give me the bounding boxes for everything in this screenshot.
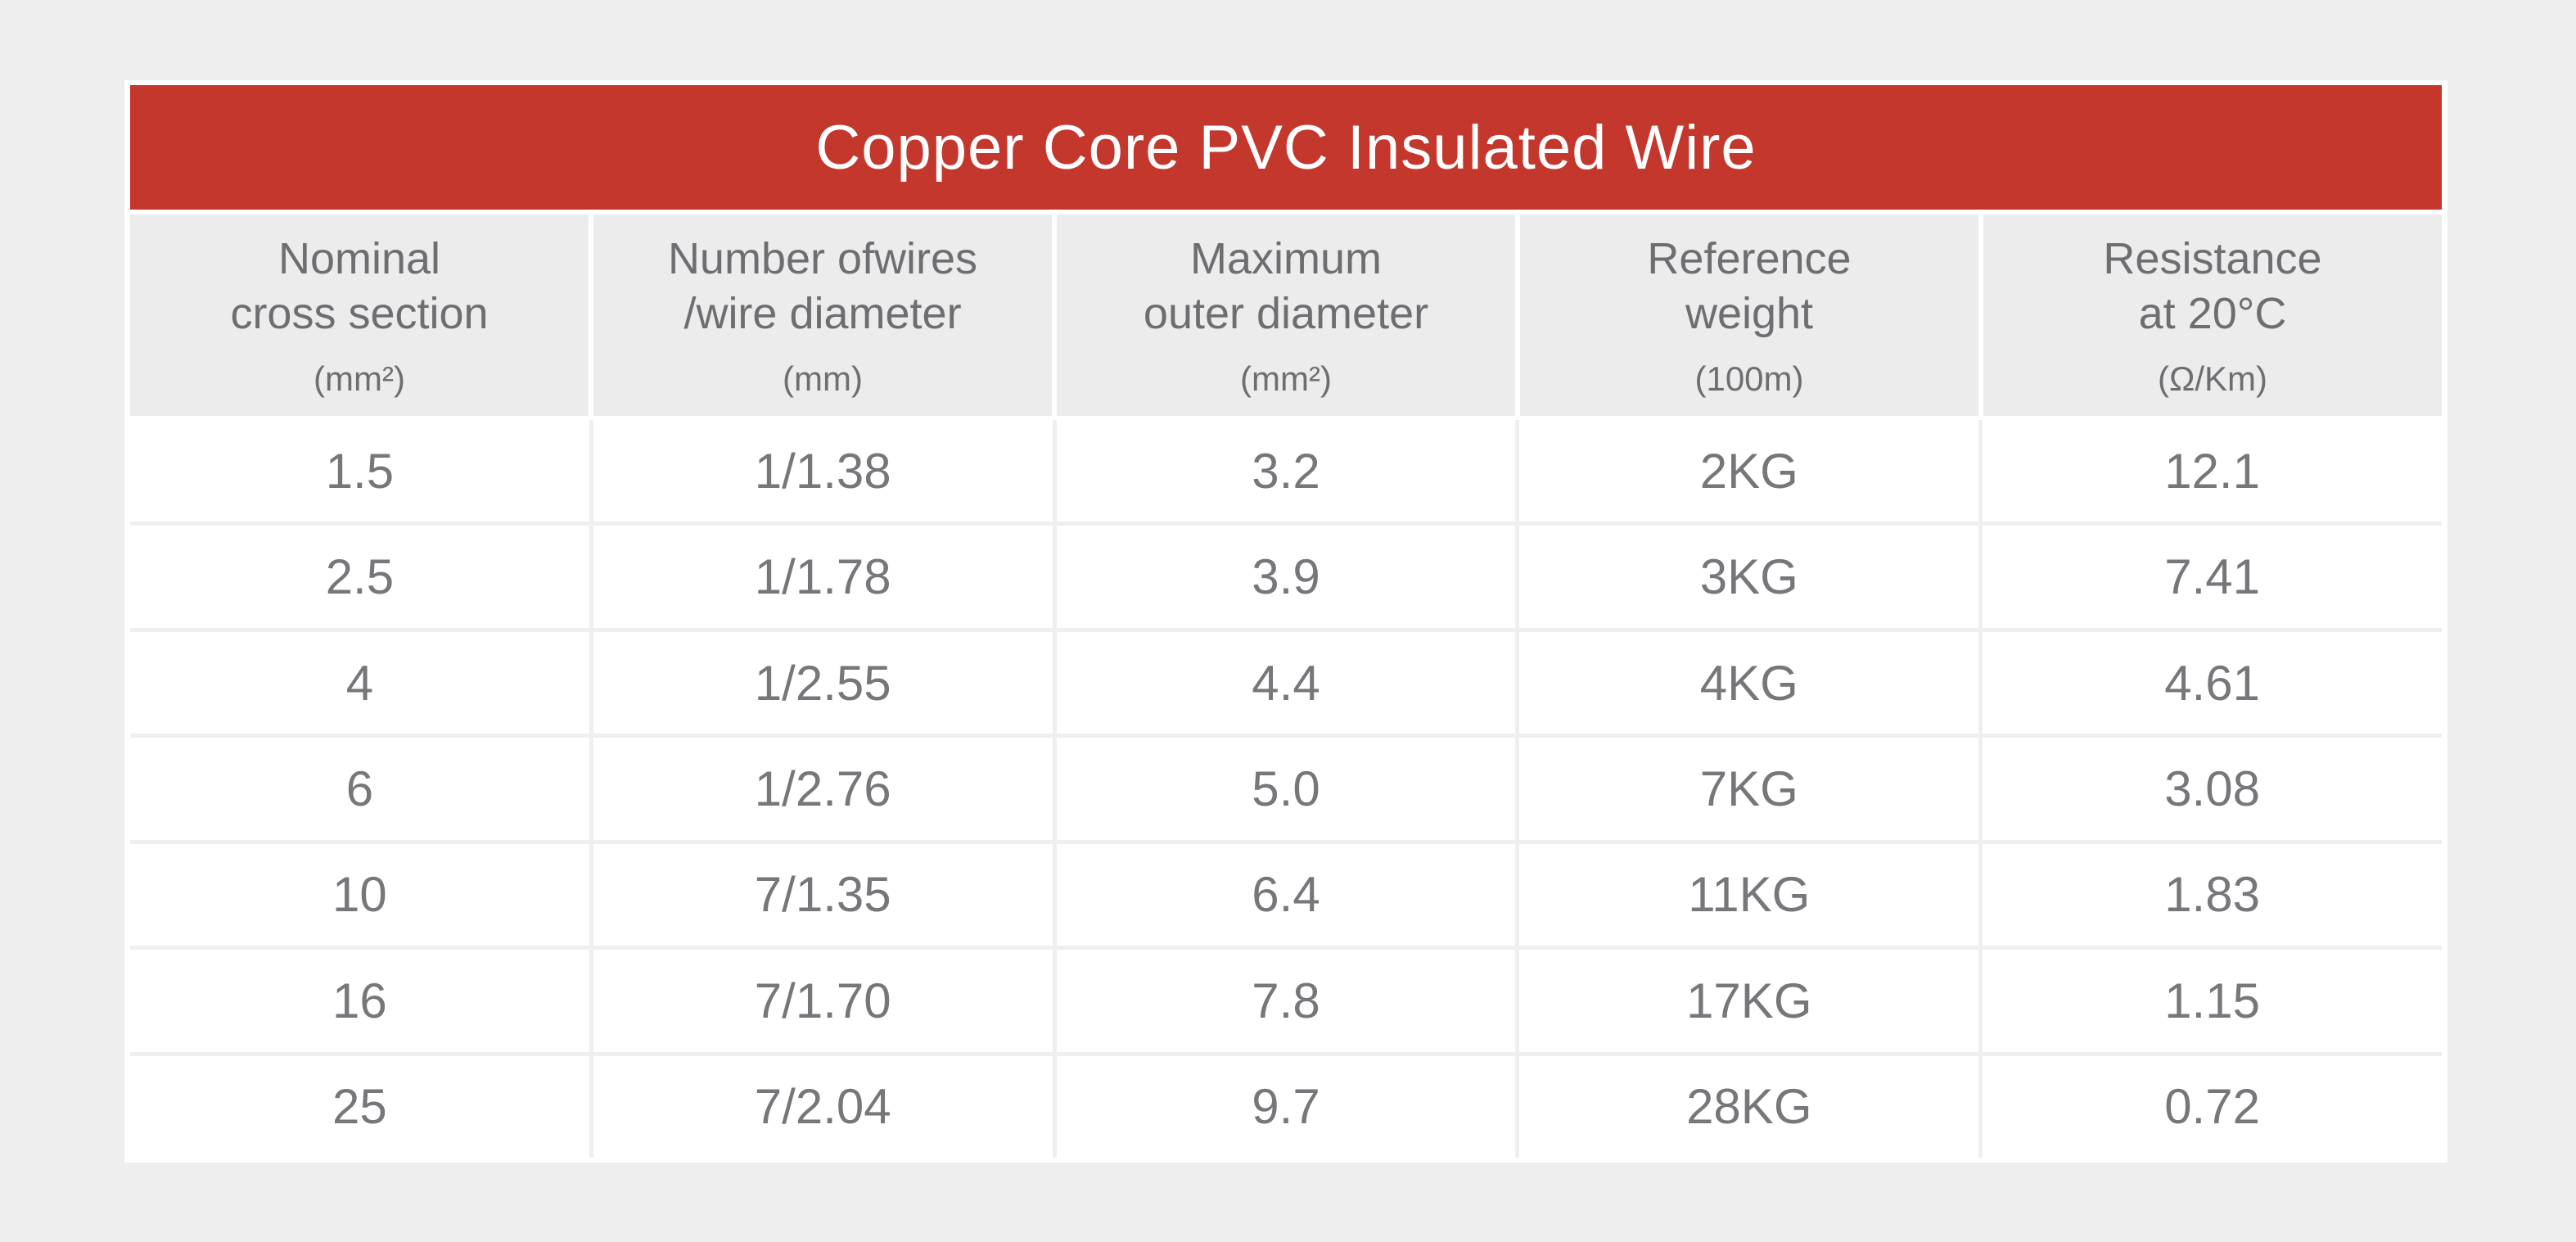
table-cell: 3.9 [1056, 526, 1516, 628]
header-cell-nominal-cross-section: Nominal cross section (mm²) [130, 215, 589, 416]
table-cell: 7/2.04 [593, 1055, 1053, 1158]
table-cell: 1/1.78 [593, 526, 1053, 628]
header-cell-maximum-outer-diameter: Maximum outer diameter (mm²) [1057, 215, 1515, 416]
header-label-line2: at 20°C [2138, 289, 2287, 338]
header-label-line1: Nominal [277, 234, 441, 284]
table-cell: 7.8 [1056, 950, 1516, 1052]
header-label-line2: cross section [230, 289, 489, 338]
header-label: Maximum outer diameter [1144, 232, 1428, 341]
table-cell: 11KG [1519, 843, 1979, 946]
header-label: Reference weight [1647, 232, 1851, 341]
table-cell: 4KG [1519, 631, 1979, 734]
table-cell: 6 [130, 738, 589, 840]
table-cell: 28KG [1519, 1055, 1979, 1158]
table-row: 1.5 1/1.38 3.2 2KG 12.1 [130, 420, 2442, 522]
header-label: Resistance at 20°C [2103, 232, 2321, 341]
table-cell: 4.4 [1056, 631, 1516, 734]
table-row: 25 7/2.04 9.7 28KG 0.72 [130, 1055, 2442, 1158]
table-cell: 1/2.55 [593, 631, 1053, 734]
header-cell-resistance-at-20c: Resistance at 20°C (Ω/Km) [1983, 215, 2442, 416]
table-cell: 7/1.70 [593, 950, 1053, 1052]
table-cell: 5.0 [1056, 738, 1516, 840]
table-cell: 1.83 [1983, 843, 2442, 946]
table-cell: 3KG [1519, 526, 1979, 628]
header-cell-number-of-wires: Number ofwires /wire diameter (mm) [593, 215, 1052, 416]
table-cell: 16 [130, 950, 589, 1052]
table-cell: 1.5 [130, 420, 589, 522]
header-unit: (mm²) [314, 359, 405, 398]
table-cell: 10 [130, 843, 589, 946]
table-cell: 2KG [1519, 420, 1979, 522]
table-cell: 6.4 [1056, 843, 1516, 946]
table-cell: 25 [130, 1055, 589, 1158]
table-row: 2.5 1/1.78 3.9 3KG 7.41 [130, 526, 2442, 628]
header-label-line1: Reference [1647, 234, 1852, 284]
table-row: 4 1/2.55 4.4 4KG 4.61 [130, 631, 2442, 734]
table-header-row: Nominal cross section (mm²) Number ofwir… [130, 215, 2442, 416]
header-label-line1: Number ofwires [667, 234, 978, 284]
header-unit: (mm²) [1240, 359, 1332, 398]
header-label-line1: Resistance [2103, 234, 2322, 284]
header-unit: (Ω/Km) [2157, 359, 2268, 398]
table-row: 6 1/2.76 5.0 7KG 3.08 [130, 738, 2442, 840]
table-cell: 12.1 [1983, 420, 2442, 522]
header-label-line2: /wire diameter [683, 289, 962, 338]
table-row: 10 7/1.35 6.4 11KG 1.83 [130, 843, 2442, 946]
table-body: 1.5 1/1.38 3.2 2KG 12.1 2.5 1/1.78 3.9 3… [130, 420, 2442, 1158]
header-label: Number ofwires /wire diameter [668, 232, 977, 341]
table-cell: 1.15 [1983, 950, 2442, 1052]
table-cell: 1/1.38 [593, 420, 1053, 522]
header-unit: (100m) [1694, 359, 1804, 398]
table-cell: 7.41 [1983, 526, 2442, 628]
table-cell: 7/1.35 [593, 843, 1053, 946]
table-cell: 7KG [1519, 738, 1979, 840]
table-row: 16 7/1.70 7.8 17KG 1.15 [130, 950, 2442, 1052]
table-cell: 3.08 [1983, 738, 2442, 840]
table-cell: 3.2 [1056, 420, 1516, 522]
table-cell: 0.72 [1983, 1055, 2442, 1158]
table-cell: 9.7 [1056, 1055, 1516, 1158]
header-cell-reference-weight: Reference weight (100m) [1520, 215, 1978, 416]
header-label: Nominal cross section [230, 232, 488, 341]
table-title: Copper Core PVC Insulated Wire [815, 112, 1757, 183]
header-unit: (mm) [783, 359, 863, 398]
table-title-banner: Copper Core PVC Insulated Wire [130, 85, 2442, 210]
spec-table-card: Copper Core PVC Insulated Wire Nominal c… [124, 80, 2447, 1163]
header-label-line2: weight [1685, 289, 1814, 338]
header-label-line2: outer diameter [1143, 289, 1429, 338]
table-cell: 17KG [1519, 950, 1979, 1052]
table-cell: 1/2.76 [593, 738, 1053, 840]
table-cell: 2.5 [130, 526, 589, 628]
table-cell: 4.61 [1983, 631, 2442, 734]
table-cell: 4 [130, 631, 589, 734]
header-label-line1: Maximum [1189, 234, 1382, 284]
